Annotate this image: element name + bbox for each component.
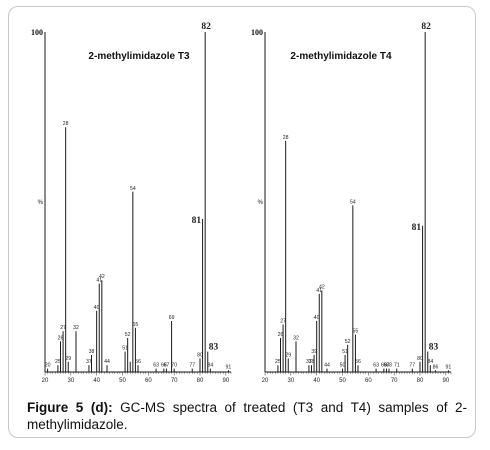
- peak-label: 77: [189, 363, 195, 369]
- peak-label: 52: [345, 339, 351, 345]
- peak-label: 84: [427, 359, 433, 365]
- peak-label: 50: [340, 363, 346, 369]
- peak-label: 28: [283, 135, 289, 141]
- peak-label: 71: [394, 363, 400, 369]
- peak-label: 91: [226, 364, 232, 370]
- spectrum-title: 2-methylimidazole T3: [88, 51, 190, 62]
- x-tick-label: 90: [222, 378, 229, 384]
- peak-label: 70: [171, 363, 177, 369]
- peak-label: 27: [60, 325, 66, 331]
- peak-label: 51: [342, 349, 348, 355]
- peak-label: 67: [164, 363, 170, 369]
- peak-label: 55: [353, 329, 359, 335]
- peak-label: 44: [324, 363, 330, 369]
- y-axis-label: %: [38, 200, 44, 206]
- peak-label: 40: [94, 305, 100, 311]
- y-axis-label: %: [258, 200, 264, 206]
- y-axis-top-label: 100: [251, 28, 263, 37]
- peak-label: 38: [309, 359, 315, 365]
- peak-label: 82: [201, 22, 211, 32]
- figure-panel: 20 30 40 50 60 70 80 90 100% 2-methylimidazole T3…: [8, 6, 476, 438]
- peak-label: 56: [135, 359, 141, 365]
- peak-label: 63: [153, 363, 159, 369]
- peak-label: 26: [278, 332, 284, 338]
- x-tick-label: 40: [93, 378, 100, 384]
- x-tick-label: 80: [417, 378, 424, 384]
- peak-label: 41: [96, 278, 102, 284]
- x-tick-label: 90: [442, 378, 449, 384]
- peak-label: 28: [63, 121, 69, 127]
- x-tick-label: 70: [171, 378, 178, 384]
- peak-label: 69: [169, 315, 175, 321]
- x-tick-label: 60: [145, 378, 152, 384]
- peak-label: 68: [386, 363, 392, 369]
- peak-label: 44: [104, 359, 110, 365]
- peak-label: 25: [55, 359, 61, 365]
- x-tick-label: 60: [365, 378, 372, 384]
- peak-label: 83: [429, 343, 439, 353]
- peak-label: 32: [293, 335, 299, 341]
- peak-label: 91: [446, 364, 452, 370]
- peak-label: 52: [125, 332, 131, 338]
- x-tick-label: 20: [262, 378, 269, 384]
- peak-label: 83: [209, 343, 219, 353]
- x-tick-label: 50: [119, 378, 126, 384]
- peak-label: 29: [285, 352, 291, 358]
- peak-label: 54: [350, 199, 356, 205]
- x-tick-label: 30: [287, 378, 294, 384]
- gcms-spectra: 20 30 40 50 60 70 80 90 100% 2-methylimidazole T3…: [31, 22, 452, 384]
- figure-caption: Figure 5 (d): GC-MS spectra of treated (…: [27, 399, 467, 433]
- peak-label: 81: [192, 216, 202, 226]
- x-tick-label: 20: [42, 378, 49, 384]
- peak-label: 38: [89, 349, 95, 355]
- caption-label: Figure 5 (d):: [27, 400, 113, 415]
- peak-label: 66: [381, 363, 387, 369]
- peak-label: 37: [306, 359, 312, 365]
- peak-label: 56: [355, 359, 361, 365]
- x-tick-label: 70: [391, 378, 398, 384]
- peak-label: 51: [122, 346, 128, 352]
- peak-label: 32: [73, 325, 79, 331]
- peak-label: 41: [316, 288, 322, 294]
- peak-label: 63: [373, 363, 379, 369]
- peak-label: 84: [207, 363, 213, 369]
- peak-label: 37: [86, 359, 92, 365]
- peak-label: 25: [275, 359, 281, 365]
- caption-text: GC-MS spectra of treated (T3 and T4) sam…: [27, 400, 468, 432]
- peak-label: 66: [161, 363, 167, 369]
- peak-label: 82: [421, 22, 431, 32]
- peak-label: 55: [133, 322, 139, 328]
- spectrum-title: 2-methylimidazole T4: [290, 51, 392, 62]
- peak-label: 20: [45, 363, 51, 369]
- peak-label: 81: [412, 223, 422, 233]
- y-axis-top-label: 100: [31, 28, 43, 37]
- peak-label: 80: [197, 352, 203, 358]
- peak-label: 42: [319, 284, 325, 290]
- peak-label: 27: [280, 318, 286, 324]
- peak-label: 29: [65, 356, 71, 362]
- peak-label: 67: [384, 363, 390, 369]
- x-tick-label: 80: [197, 378, 204, 384]
- peak-label: 40: [314, 315, 320, 321]
- peak-label: 42: [99, 274, 105, 280]
- peak-label: 77: [409, 363, 415, 369]
- x-tick-label: 50: [339, 378, 346, 384]
- peak-label: 54: [130, 186, 136, 192]
- peak-label: 39: [311, 349, 317, 355]
- peak-label: 80: [417, 356, 423, 362]
- peak-label: 86: [433, 364, 439, 370]
- peak-label: 26: [58, 335, 64, 341]
- x-tick-label: 40: [313, 378, 320, 384]
- x-tick-label: 30: [67, 378, 74, 384]
